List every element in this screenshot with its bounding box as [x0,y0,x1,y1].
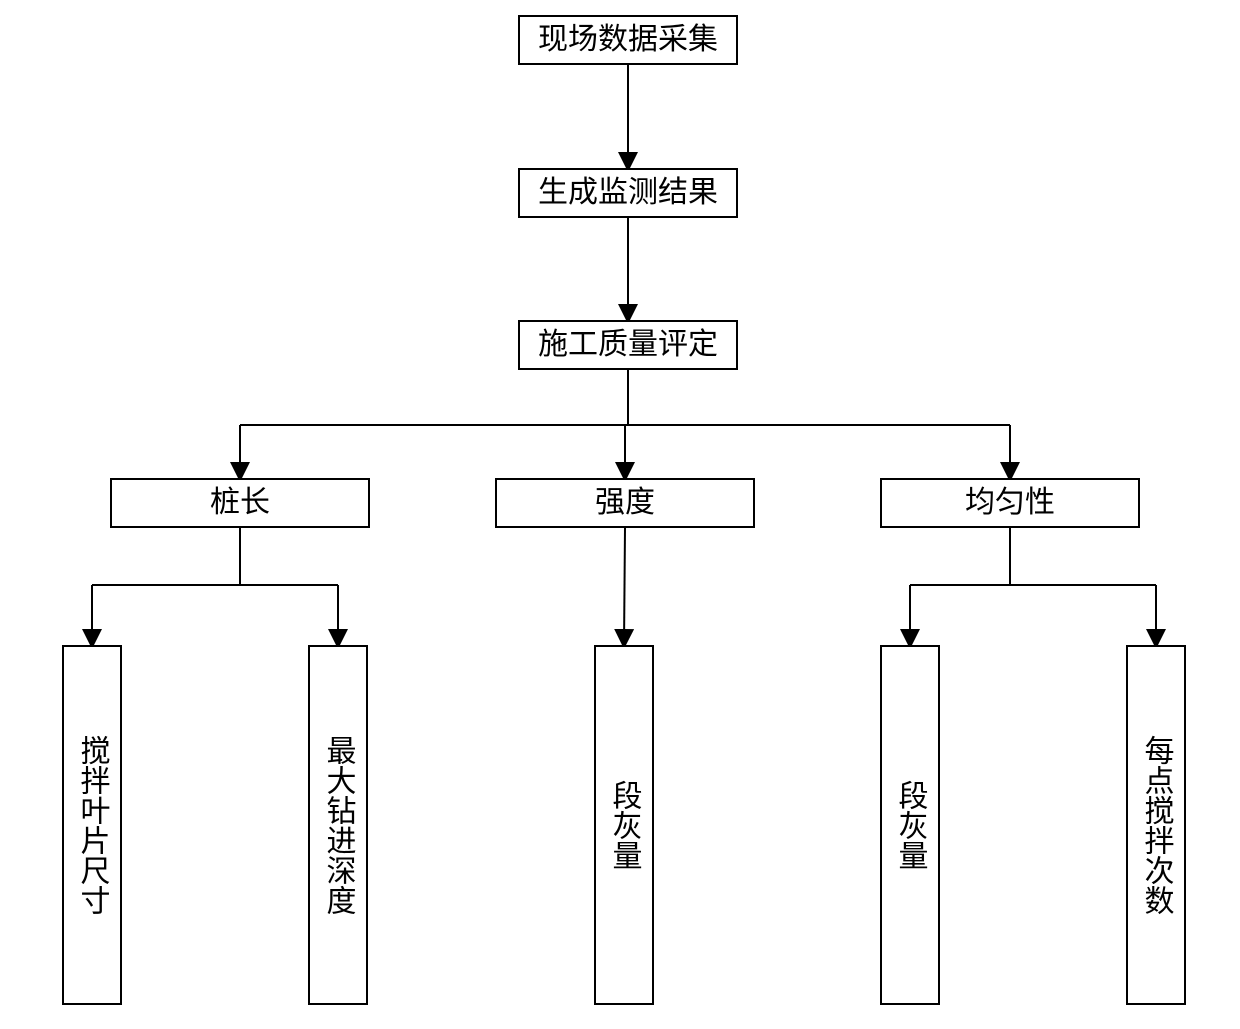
node-ash-amount-2: 段灰量 [880,645,940,1005]
node-uniformity: 均匀性 [880,478,1140,528]
node-label: 均匀性 [965,485,1055,521]
node-label: 段灰量 [891,780,930,870]
node-max-depth: 最大钻进深度 [308,645,368,1005]
node-data-collection: 现场数据采集 [518,15,738,65]
node-label: 生成监测结果 [538,175,718,211]
node-label: 每点搅拌次数 [1137,735,1176,915]
node-pile-length: 桩长 [110,478,370,528]
node-ash-amount-1: 段灰量 [594,645,654,1005]
node-generate-results: 生成监测结果 [518,168,738,218]
node-label: 最大钻进深度 [319,735,358,915]
node-blade-size: 搅拌叶片尺寸 [62,645,122,1005]
node-label: 搅拌叶片尺寸 [73,735,112,915]
node-label: 强度 [595,485,655,521]
node-label: 现场数据采集 [538,22,718,58]
node-label: 段灰量 [605,780,644,870]
node-strength: 强度 [495,478,755,528]
node-quality-assessment: 施工质量评定 [518,320,738,370]
node-label: 施工质量评定 [538,327,718,363]
node-label: 桩长 [210,485,270,521]
node-mix-count: 每点搅拌次数 [1126,645,1186,1005]
